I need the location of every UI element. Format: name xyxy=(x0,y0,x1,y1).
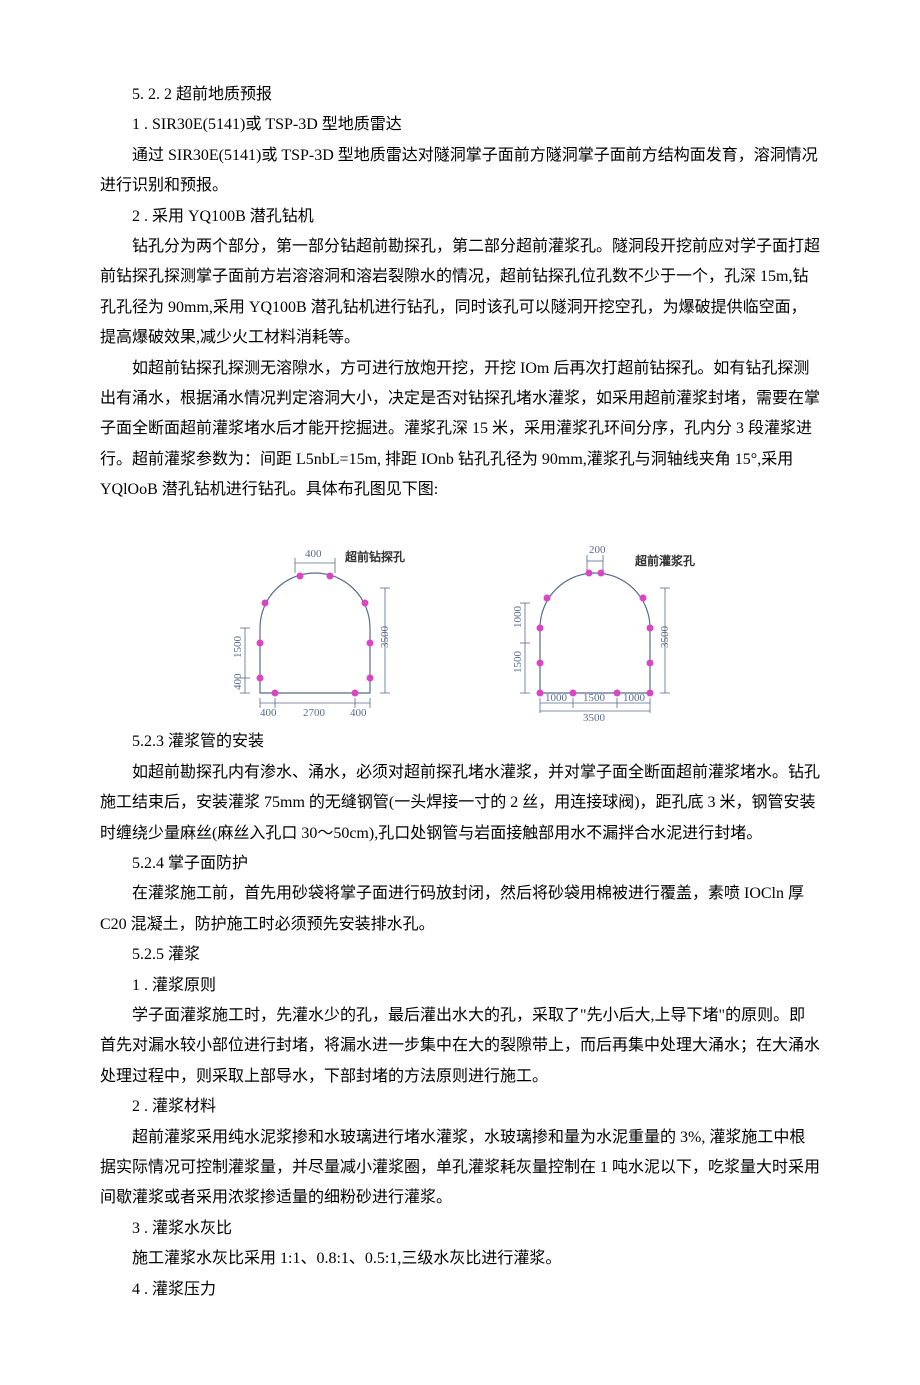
caption-right: 超前灌浆孔 xyxy=(634,553,695,568)
dim-left-b2: 2700 xyxy=(303,707,326,719)
dim-left-b1: 400 xyxy=(260,707,277,719)
item-1-radar: 1 . SIR30E(5141)或 TSP-3D 型地质雷达 xyxy=(100,110,820,140)
section-5-2-3-title: 5.2.3 灌浆管的安装 xyxy=(100,727,820,757)
para-525-3: 施工灌浆水灰比采用 1:1、0.8:1、0.5:1,三级水灰比进行灌浆。 xyxy=(100,1244,820,1274)
para-drill-1: 钻孔分为两个部分，第一部分钻超前勘探孔，第二部分超前灌浆孔。隧洞段开挖前应对学子… xyxy=(100,232,820,354)
item-525-4: 4 . 灌浆压力 xyxy=(100,1275,820,1305)
dim-right-right: 3500 xyxy=(659,626,671,649)
item-2-drill: 2 . 采用 YQ100B 潜孔钻机 xyxy=(100,202,820,232)
diagram-right: 200 超前灌浆孔 3500 1000 1500 1000 1500 1000 … xyxy=(485,513,715,723)
item-525-3: 3 . 灌浆水灰比 xyxy=(100,1214,820,1244)
dim-left-400: 400 xyxy=(232,673,244,690)
para-radar: 通过 SIR30E(5141)或 TSP-3D 型地质雷达对隧洞掌子面前方隧洞掌… xyxy=(100,141,820,202)
para-525-2: 超前灌浆采用纯水泥浆掺和水玻璃进行堵水灌浆，水玻璃掺和量为水泥重量的 3%, 灌… xyxy=(100,1123,820,1214)
section-5-2-5-title: 5.2.5 灌浆 xyxy=(100,940,820,970)
dim-left-top: 400 xyxy=(305,548,322,560)
borehole-diagrams: 400 超前钻探孔 3500 1500 400 400 2700 400 xyxy=(100,513,820,723)
dim-left-right: 3500 xyxy=(379,626,391,649)
diagram-left: 400 超前钻探孔 3500 1500 400 400 2700 400 xyxy=(205,513,425,723)
para-drill-2: 如超前钻探孔探测无溶隙水，方可进行放炮开挖，开挖 IOm 后再次打超前钻探孔。如… xyxy=(100,354,820,506)
para-525-1: 学子面灌浆施工时，先灌水少的孔，最后灌出水大的孔，采取了"先小后大,上导下堵"的… xyxy=(100,1001,820,1092)
dim-left-b3: 400 xyxy=(350,707,367,719)
item-525-2: 2 . 灌浆材料 xyxy=(100,1092,820,1122)
dim-right-btotal: 3500 xyxy=(583,712,606,723)
dim-right-l1: 1000 xyxy=(512,606,524,629)
caption-left: 超前钻探孔 xyxy=(344,549,405,564)
para-523: 如超前勘探孔内有渗水、涌水，必须对超前探孔堵水灌浆，并对掌子面全断面超前灌浆堵水… xyxy=(100,758,820,849)
dim-right-b1: 1000 xyxy=(545,692,568,704)
dim-right-top: 200 xyxy=(589,544,606,556)
item-525-1: 1 . 灌浆原则 xyxy=(100,971,820,1001)
section-5-2-4-title: 5.2.4 掌子面防护 xyxy=(100,849,820,879)
dim-right-b2: 1500 xyxy=(583,692,606,704)
section-5-2-2-title: 5. 2. 2 超前地质预报 xyxy=(100,80,820,110)
dim-right-b3: 1000 xyxy=(623,692,646,704)
dim-right-l2: 1500 xyxy=(512,651,524,674)
para-524: 在灌浆施工前，首先用砂袋将掌子面进行码放封闭，然后将砂袋用棉被进行覆盖，素喷 I… xyxy=(100,879,820,940)
dim-left-1500: 1500 xyxy=(232,636,244,659)
